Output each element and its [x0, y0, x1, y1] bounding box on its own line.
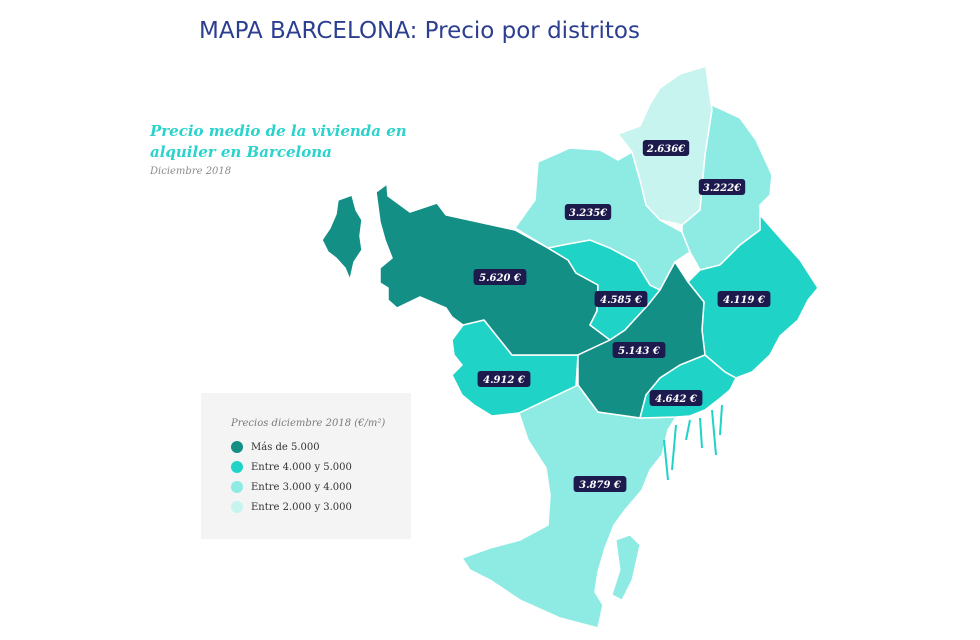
price-tag-sant-andreu: 3.222€ — [698, 179, 746, 195]
price-tag-eixample: 5.143 € — [612, 342, 666, 358]
legend-item-4000-5000: Entre 4.000 y 5.000 — [231, 460, 352, 474]
legend-label: Entre 2.000 y 3.000 — [251, 501, 352, 513]
price-tag-ciutat-vella: 4.642 € — [649, 390, 703, 406]
price-label: 3.879 € — [579, 480, 621, 491]
price-tag-bg — [477, 371, 531, 387]
price-tag-nou-barris: 2.636€ — [642, 140, 690, 156]
price-label: 3.235€ — [569, 208, 607, 219]
district-sarria-north-islet — [321, 194, 363, 283]
price-tag-sants-montjuic: 3.879 € — [573, 476, 627, 492]
price-tag-horta-guinardo: 3.235€ — [564, 204, 612, 220]
legend-swatch — [231, 441, 243, 453]
price-tag-bg — [573, 476, 627, 492]
map-date: Diciembre 2018 — [150, 166, 232, 177]
port-piers — [663, 404, 723, 481]
legend-label: Entre 4.000 y 5.000 — [251, 461, 352, 473]
price-tag-bg — [649, 390, 703, 406]
price-tag-bg — [612, 342, 666, 358]
price-tag-bg — [473, 269, 527, 285]
price-tag-bg — [642, 140, 690, 156]
legend-swatch — [231, 481, 243, 493]
legend-swatch — [231, 461, 243, 473]
price-label: 4.642 € — [655, 394, 697, 405]
page-title: MAPA BARCELONA: Precio por distritos — [199, 18, 640, 44]
price-tag-sarria-sant-gervasi: 5.620 € — [473, 269, 527, 285]
port-dock — [611, 534, 641, 601]
price-label: 3.222€ — [703, 183, 741, 194]
price-tag-gracia: 4.585 € — [594, 291, 648, 307]
price-tags: 5.620 € 4.912 € 5.143 € 4.585 € 3.235€ 2.636€… — [473, 140, 771, 492]
price-label: 4.119 € — [723, 295, 765, 306]
price-label: 4.912 € — [483, 375, 525, 386]
legend-title: Precios diciembre 2018 (€/m²) — [231, 418, 386, 429]
legend-item-2000-3000: Entre 2.000 y 3.000 — [231, 500, 352, 514]
price-label: 2.636€ — [646, 144, 685, 155]
legend: Precios diciembre 2018 (€/m²) Más de 5.0… — [201, 393, 411, 539]
price-label: 5.620 € — [479, 273, 521, 284]
legend-item-over-5000: Más de 5.000 — [231, 440, 320, 454]
district-sants-montjuic[interactable] — [460, 384, 678, 629]
legend-item-3000-4000: Entre 3.000 y 4.000 — [231, 480, 352, 494]
price-label: 4.585 € — [600, 295, 642, 306]
legend-label: Más de 5.000 — [251, 441, 320, 453]
map-subtitle: Precio medio de la vivienda en alquiler … — [150, 122, 407, 161]
price-tag-bg — [564, 204, 612, 220]
legend-swatch — [231, 501, 243, 513]
price-label: 5.143 € — [618, 346, 660, 357]
legend-label: Entre 3.000 y 4.000 — [251, 481, 352, 493]
price-tag-les-corts: 4.912 € — [477, 371, 531, 387]
price-tag-bg — [717, 291, 771, 307]
price-tag-bg — [594, 291, 648, 307]
price-tag-sant-marti: 4.119 € — [717, 291, 771, 307]
price-tag-bg — [698, 179, 746, 195]
